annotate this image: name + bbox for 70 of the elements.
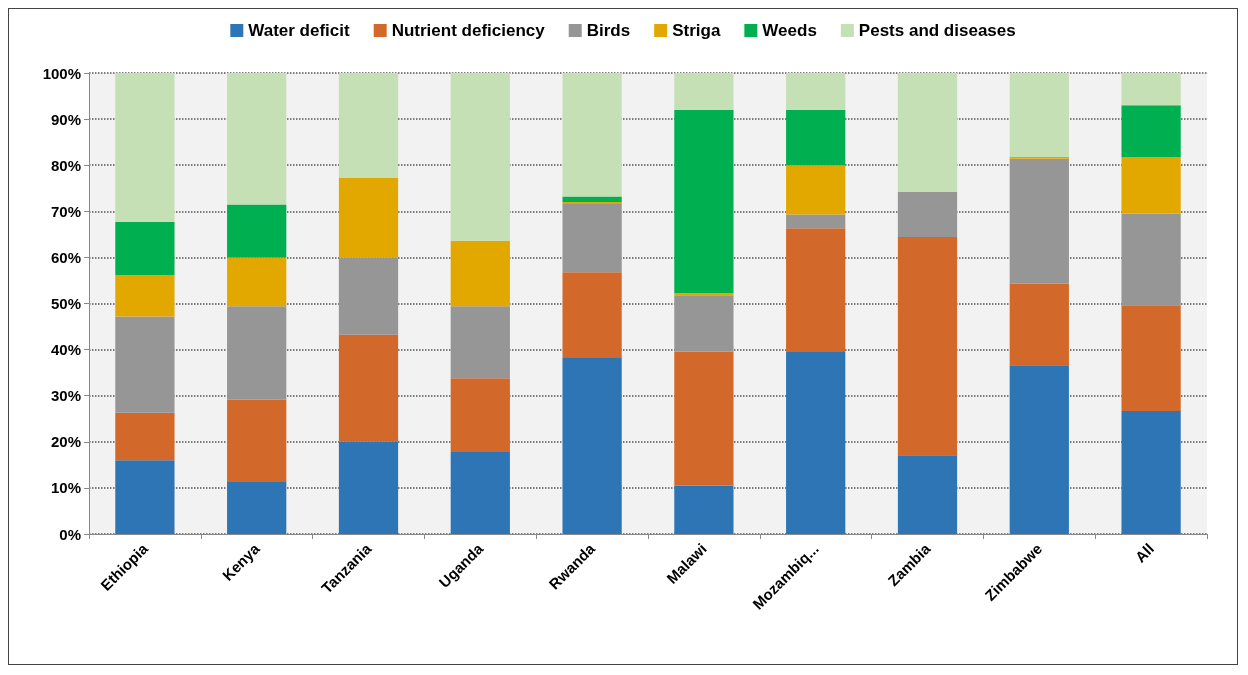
bar [1121,105,1181,157]
y-tick-label: 40% [50,341,81,359]
bar [562,73,622,197]
bar [674,485,734,534]
y-tick-label: 100% [42,64,81,82]
bar [227,204,287,258]
bar [897,455,958,534]
bar [897,237,958,456]
bar [562,272,622,358]
bar [227,481,287,534]
y-tick-label: 20% [50,433,81,451]
y-tick-label: 30% [50,387,81,405]
legend-label: Water deficit [248,21,351,40]
bar [115,274,175,317]
bar [1121,213,1181,306]
bar [897,73,958,192]
bar [450,451,510,534]
bar [227,257,287,307]
bar [227,306,287,400]
bar [1009,158,1069,284]
bar [450,240,510,307]
bar [562,196,622,203]
legend-label: Pests and diseases [858,21,1016,40]
bar [450,73,510,241]
legend-label: Striga [672,21,721,40]
bar [562,357,622,534]
bar [1009,283,1069,366]
bar [786,73,846,110]
y-tick-label: 60% [50,248,81,266]
y-tick-label: 90% [50,110,81,128]
bar [786,109,846,166]
bar [338,334,399,442]
bar [115,221,175,275]
bar [786,214,846,229]
bar [1009,73,1069,157]
bar [115,412,175,461]
bar [115,73,175,222]
bar [897,191,958,238]
legend-label: Weeds [762,21,817,40]
y-tick-label: 10% [50,479,81,497]
bar [450,378,510,452]
bar [227,73,287,205]
y-tick-label: 80% [50,156,81,174]
legend-label: Nutrient deficiency [391,21,546,40]
bar [786,165,846,215]
bar [1121,73,1181,106]
bar [227,399,287,482]
y-tick-label: 50% [50,295,81,312]
bar [674,351,734,486]
bar [786,228,846,352]
bar [1009,365,1069,534]
bar [450,306,510,379]
y-tick-label: 0% [59,525,81,543]
bar [562,203,622,273]
x-tick-label: All [1131,539,1158,566]
y-tick-label: 70% [50,202,81,220]
bar [674,73,734,110]
bar [115,316,175,413]
bar [674,295,734,352]
bar [338,257,399,335]
bar [115,460,175,534]
bar [674,109,734,294]
bar [786,351,846,534]
legend-label: Birds [586,21,631,40]
bar [1121,410,1181,534]
bar [338,178,399,258]
bar [338,73,399,179]
bar [1121,305,1181,411]
bar [338,441,399,534]
bar [1121,156,1181,214]
